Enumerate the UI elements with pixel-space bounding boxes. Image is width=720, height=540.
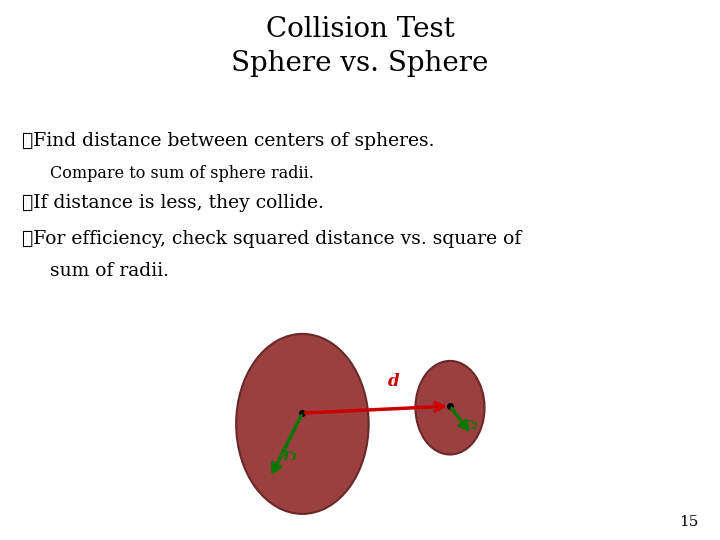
Text: ❑If distance is less, they collide.: ❑If distance is less, they collide. (22, 194, 323, 212)
Text: ❑For efficiency, check squared distance vs. square of: ❑For efficiency, check squared distance … (22, 230, 521, 247)
Text: r₁: r₁ (282, 447, 298, 464)
Text: ❑Find distance between centers of spheres.: ❑Find distance between centers of sphere… (22, 132, 434, 150)
Ellipse shape (415, 361, 485, 455)
Text: 15: 15 (679, 515, 698, 529)
Ellipse shape (236, 334, 369, 514)
Text: sum of radii.: sum of radii. (50, 262, 169, 280)
Text: d: d (387, 373, 399, 390)
Text: Collision Test
Sphere vs. Sphere: Collision Test Sphere vs. Sphere (231, 16, 489, 77)
Text: r₂: r₂ (462, 416, 478, 433)
Text: Compare to sum of sphere radii.: Compare to sum of sphere radii. (50, 165, 314, 181)
